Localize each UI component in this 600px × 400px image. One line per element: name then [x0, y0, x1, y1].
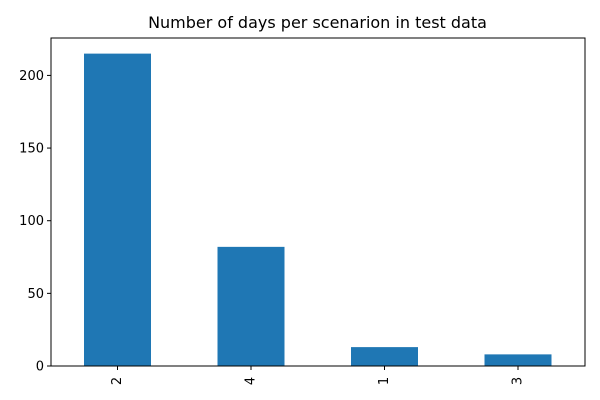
y-tick-label: 50: [27, 287, 44, 302]
x-tick-label: 3: [511, 377, 526, 385]
y-tick-label: 200: [19, 69, 44, 84]
x-tick-label: 1: [377, 377, 392, 385]
bar-4: [217, 246, 285, 366]
y-tick-label: 0: [36, 360, 44, 375]
bar-1: [351, 347, 418, 366]
y-tick-label: 100: [19, 214, 44, 229]
y-axis: 0 50 100 150 200: [19, 69, 51, 375]
x-tick-label: 4: [244, 377, 259, 385]
x-axis: 2 4 1 3: [110, 366, 526, 385]
bars-group: [84, 53, 552, 366]
plot-frame: [50, 37, 586, 367]
bar-2: [84, 53, 151, 366]
x-tick-label: 2: [110, 377, 125, 385]
bar-3: [484, 354, 552, 366]
y-tick-label: 150: [19, 142, 44, 157]
chart-title: Number of days per scenarion in test dat…: [148, 13, 487, 32]
